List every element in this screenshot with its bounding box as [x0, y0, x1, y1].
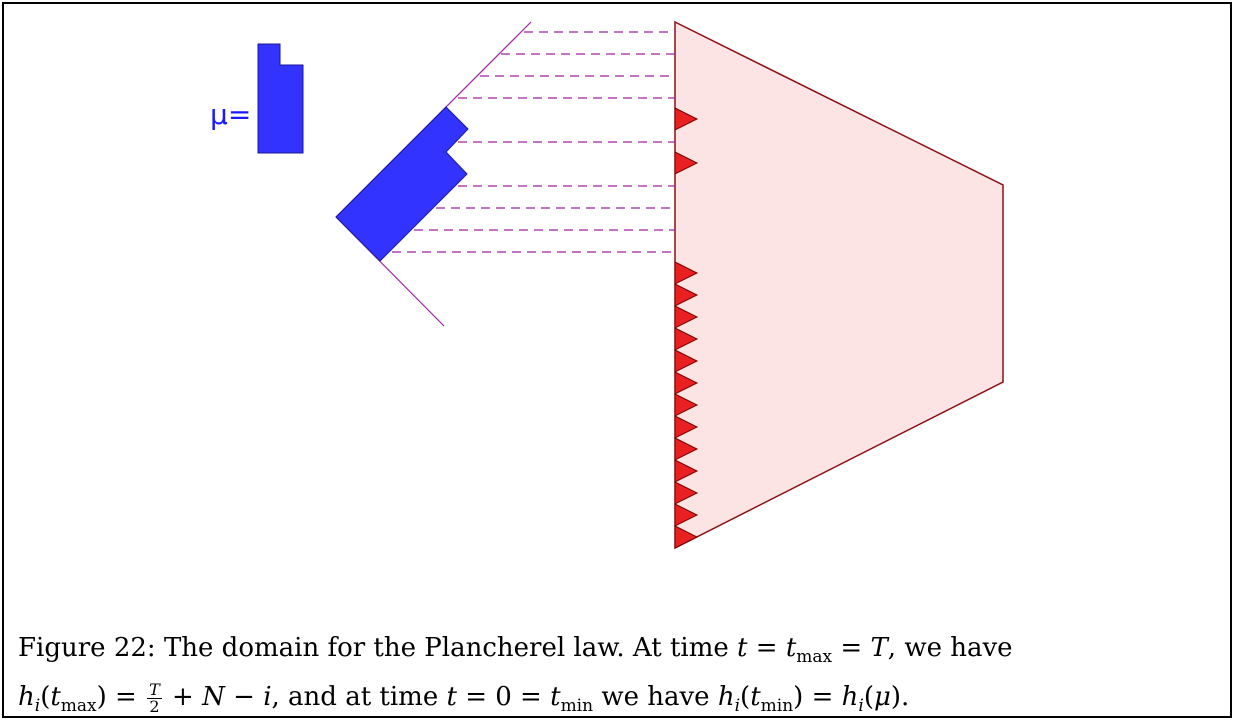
red-triangle-1 [674, 151, 699, 175]
red-triangle-8 [674, 393, 699, 417]
red-triangle-14 [674, 525, 699, 549]
red-triangle-5 [674, 327, 699, 351]
red-triangle-12 [674, 481, 699, 505]
caption-line-1: Figure 22: The domain for the Plancherel… [18, 633, 1013, 667]
caption-text-2: we have [904, 633, 1013, 663]
caption-text-1: The domain for the Plancherel law. At ti… [163, 633, 729, 663]
figure-label: Figure 22: [18, 633, 156, 663]
red-triangle-6 [674, 349, 699, 373]
red-triangle-13 [674, 503, 699, 527]
red-triangle-0 [674, 107, 699, 131]
red-triangle-7 [674, 371, 699, 395]
math-t-equals: t [737, 633, 748, 663]
red-triangle-10 [674, 437, 699, 461]
plancherel-domain [674, 20, 1004, 550]
figure-caption: Figure 22: The domain for the Plancherel… [18, 628, 1208, 726]
caption-text-4: we have [601, 682, 710, 712]
red-triangle-3 [674, 283, 699, 307]
red-triangle-9 [674, 415, 699, 439]
caption-text-3: , and at time [271, 682, 439, 712]
figure-frame [2, 2, 1232, 718]
red-triangle-markers [674, 107, 699, 549]
mu-label: μ= [210, 98, 252, 131]
red-triangle-2 [674, 261, 699, 285]
mu-young-diagram [257, 43, 304, 154]
red-triangle-4 [674, 305, 699, 329]
guide-dashed-lines [392, 31, 675, 253]
red-triangle-11 [674, 459, 699, 483]
rotated-young-diagram [335, 106, 469, 262]
caption-end: . [901, 682, 910, 712]
